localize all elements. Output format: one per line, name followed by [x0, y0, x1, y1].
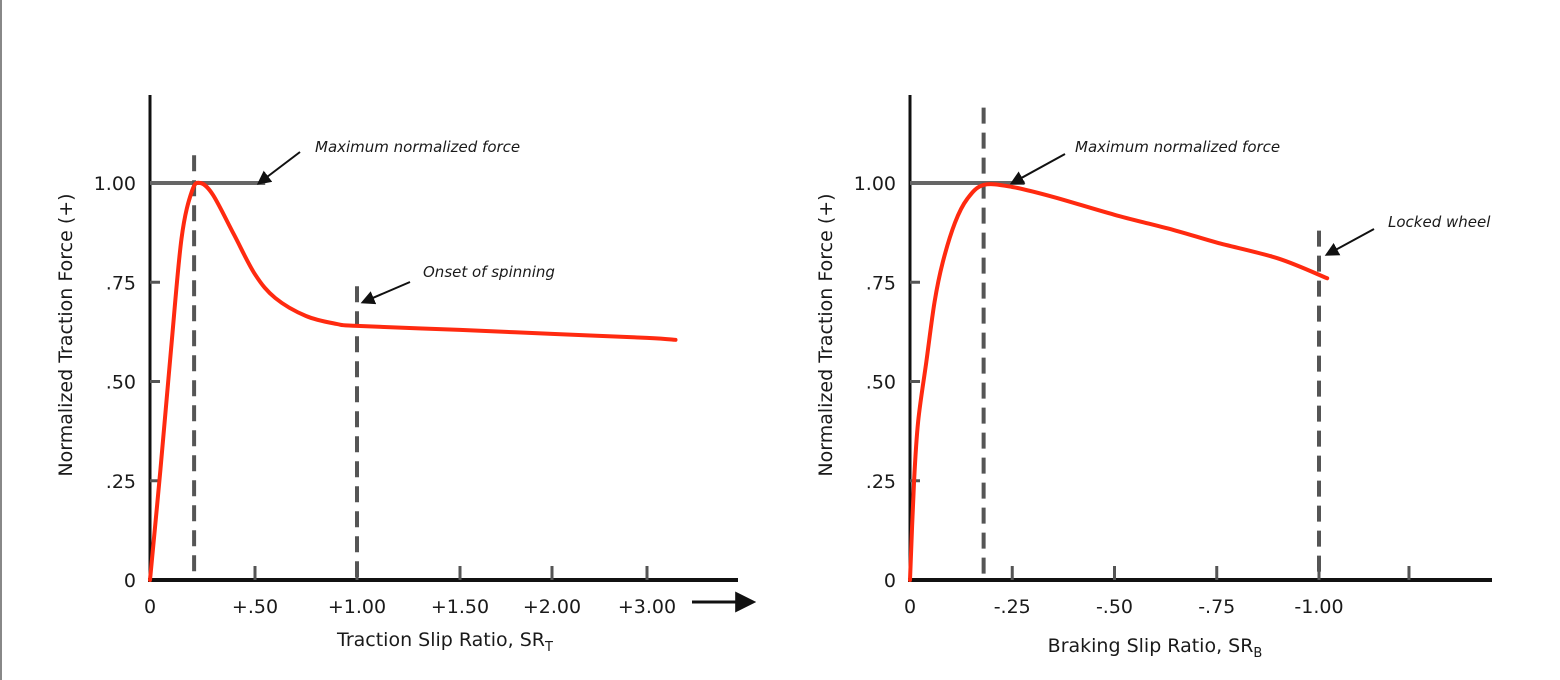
annotation-arrow: [1324, 228, 1375, 256]
x-tick-label: 0: [904, 596, 916, 618]
y-axis-title: Normalized Traction Force (+): [55, 193, 77, 476]
traction-curve: [908, 182, 1330, 582]
annotation-max-force: Maximum normalized force: [315, 138, 520, 156]
x-axis-title: Traction Slip Ratio, SRT: [336, 629, 553, 655]
y-tick-label: .25: [106, 471, 136, 493]
x-tick-label: -1.00: [1294, 596, 1343, 618]
x-tick-label: 0: [144, 596, 156, 618]
y-tick-label: 0: [124, 570, 136, 592]
x-tick-label: +.50: [232, 596, 278, 618]
x-tick-label: +1.00: [328, 596, 386, 618]
y-axis-title: Normalized Traction Force (+): [815, 193, 837, 476]
y-tick-label: .50: [106, 372, 136, 394]
y-tick-label: .75: [866, 272, 896, 294]
x-tick-label: -.50: [1096, 596, 1133, 618]
annotation-arrow: [256, 151, 301, 185]
x-tick-label: +1.50: [431, 596, 489, 618]
x-axis-title: Braking Slip Ratio, SRB: [1048, 635, 1263, 661]
y-tick-label: .50: [866, 372, 896, 394]
annotation-onset-spinning: Onset of spinning: [423, 263, 555, 281]
y-tick-label: 0: [884, 570, 896, 592]
traction-curve: [148, 180, 678, 582]
y-tick-label: 1.00: [94, 173, 136, 195]
y-tick-label: 1.00: [854, 173, 896, 195]
annotation-locked-wheel: Locked wheel: [1388, 213, 1491, 231]
annotation-arrow: [1009, 153, 1066, 185]
x-tick-label: -.75: [1198, 596, 1235, 618]
x-tick-label: +2.00: [523, 596, 581, 618]
x-tick-label: +3.00: [618, 596, 676, 618]
traction-chart: Normalized Traction Force (+) Traction S…: [55, 95, 757, 655]
y-tick-label: .75: [106, 272, 136, 294]
y-tick-label: .25: [866, 471, 896, 493]
x-tick-label: -.25: [994, 596, 1031, 618]
annotation-max-force: Maximum normalized force: [1075, 138, 1280, 156]
braking-chart: Normalized Traction Force (+) Braking Sl…: [815, 95, 1492, 661]
annotation-arrow: [360, 281, 411, 305]
